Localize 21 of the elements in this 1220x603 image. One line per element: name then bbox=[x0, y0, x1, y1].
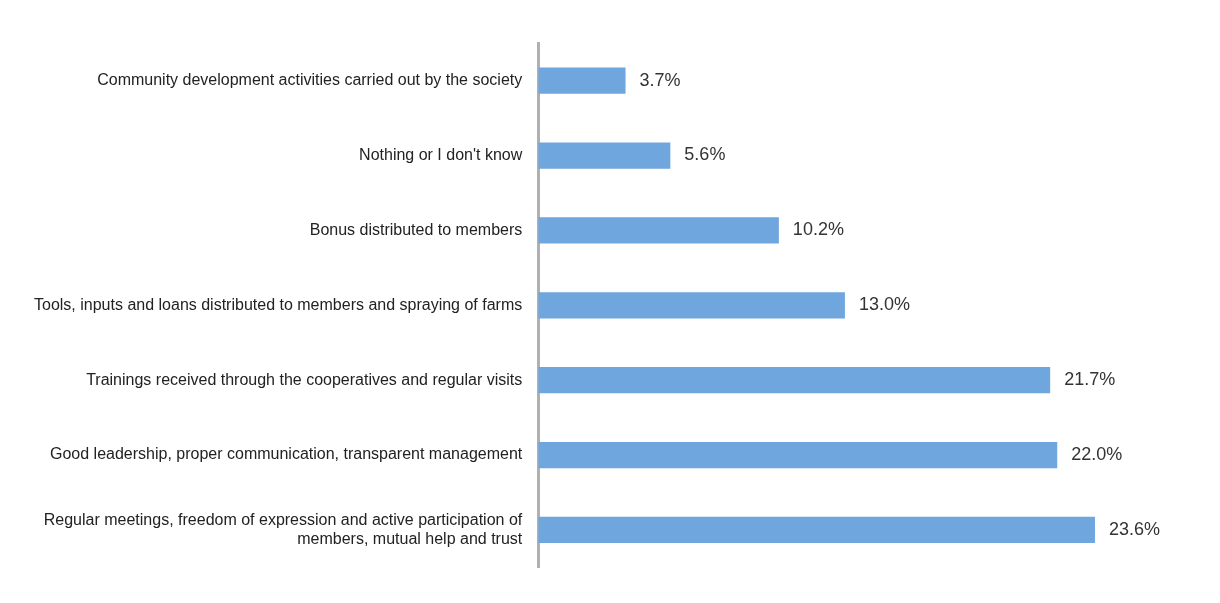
bar bbox=[538, 292, 845, 319]
data-label: 21.7% bbox=[1064, 369, 1116, 390]
data-label: 23.6% bbox=[1108, 518, 1161, 539]
data-label: 22.0% bbox=[1071, 444, 1123, 465]
bar bbox=[538, 142, 671, 169]
y-tick-label: Community development activities carried out by the society bbox=[97, 71, 523, 89]
bar bbox=[538, 441, 1058, 469]
data-label: 3.7% bbox=[639, 69, 681, 90]
y-tick-label: Trainings received through the cooperatives and regular visits bbox=[86, 370, 523, 388]
data-label: 5.6% bbox=[684, 144, 726, 165]
y-tick-label: Good leadership, proper communication, transparent management bbox=[49, 445, 523, 463]
bar bbox=[538, 217, 779, 244]
y-tick-label: Regular meetings, freedom of expression and active participation of members, mutual help and trust bbox=[43, 510, 523, 547]
data-label: 10.2% bbox=[792, 219, 844, 240]
y-tick-label: Tools, inputs and loans distributed to members and spraying of farms bbox=[34, 295, 523, 313]
y-tick-label: Nothing or I don't know bbox=[359, 145, 523, 163]
bar bbox=[538, 516, 1095, 544]
y-tick-label: Bonus distributed to members bbox=[309, 220, 523, 238]
bar bbox=[538, 367, 1051, 394]
bar bbox=[538, 67, 626, 94]
data-label: 13.0% bbox=[858, 294, 910, 315]
